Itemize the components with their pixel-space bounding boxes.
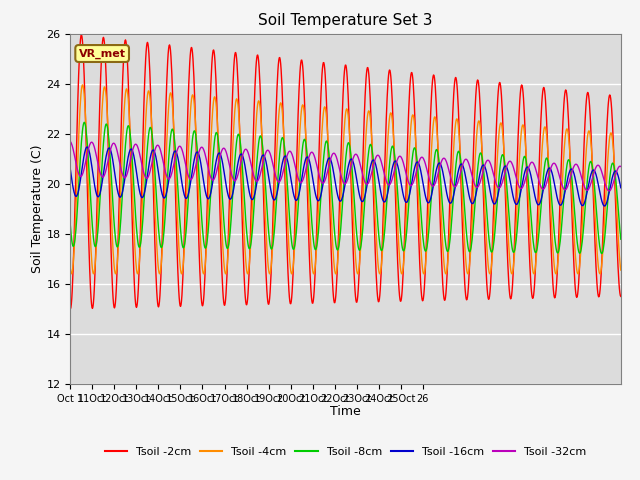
Line: Tsoil -4cm: Tsoil -4cm: [70, 85, 621, 274]
Legend: Tsoil -2cm, Tsoil -4cm, Tsoil -8cm, Tsoil -16cm, Tsoil -32cm: Tsoil -2cm, Tsoil -4cm, Tsoil -8cm, Tsoi…: [100, 442, 591, 461]
Tsoil -16cm: [252, 183, 260, 189]
Tsoil -8cm: [67, 223, 74, 229]
Tsoil -2cm: [252, 60, 260, 65]
Tsoil -16cm: [368, 160, 376, 166]
Tsoil -2cm: [617, 293, 625, 299]
Tsoil -8cm: [356, 247, 364, 252]
Tsoil -2cm: [306, 259, 314, 264]
Tsoil -4cm: [79, 82, 86, 88]
Tsoil -4cm: [368, 140, 376, 146]
Line: Tsoil -16cm: Tsoil -16cm: [70, 147, 621, 206]
Tsoil -2cm: [160, 187, 168, 192]
Tsoil -16cm: [356, 194, 364, 200]
Tsoil -4cm: [160, 219, 168, 225]
Tsoil -32cm: [617, 164, 625, 169]
Tsoil -8cm: [160, 233, 168, 239]
Tsoil -16cm: [160, 195, 168, 201]
Tsoil -16cm: [306, 159, 314, 165]
Line: Tsoil -32cm: Tsoil -32cm: [70, 142, 621, 191]
Tsoil -2cm: [140, 103, 148, 109]
Tsoil -4cm: [67, 266, 74, 272]
Tsoil -4cm: [354, 271, 362, 277]
Line: Tsoil -8cm: Tsoil -8cm: [70, 122, 621, 253]
Tsoil -4cm: [617, 267, 625, 273]
Tsoil -8cm: [252, 168, 260, 173]
Title: Soil Temperature Set 3: Soil Temperature Set 3: [259, 13, 433, 28]
Tsoil -2cm: [356, 247, 364, 252]
Tsoil -8cm: [81, 120, 88, 125]
Tsoil -32cm: [159, 159, 167, 165]
Tsoil -16cm: [67, 167, 74, 173]
Tsoil -4cm: [306, 218, 314, 224]
Tsoil -8cm: [368, 144, 376, 150]
Y-axis label: Soil Temperature (C): Soil Temperature (C): [31, 144, 44, 273]
Line: Tsoil -2cm: Tsoil -2cm: [70, 35, 621, 309]
X-axis label: Time: Time: [330, 405, 361, 418]
Tsoil -32cm: [356, 159, 364, 165]
Tsoil -4cm: [252, 117, 260, 122]
Tsoil -4cm: [140, 160, 148, 166]
Tsoil -2cm: [67, 306, 74, 312]
Tsoil -32cm: [67, 139, 74, 144]
Tsoil -2cm: [77, 32, 85, 38]
Text: VR_met: VR_met: [79, 48, 125, 59]
Tsoil -4cm: [356, 247, 364, 252]
Tsoil -8cm: [306, 185, 314, 191]
Tsoil -32cm: [605, 188, 612, 194]
Tsoil -2cm: [368, 131, 376, 137]
Tsoil -8cm: [140, 201, 148, 207]
Tsoil -16cm: [83, 144, 91, 150]
Tsoil -32cm: [367, 172, 375, 178]
Tsoil -8cm: [598, 251, 605, 256]
Tsoil -8cm: [617, 236, 625, 242]
Tsoil -32cm: [140, 168, 147, 174]
Tsoil -16cm: [617, 185, 625, 191]
Tsoil -16cm: [601, 203, 609, 209]
Tsoil -16cm: [140, 192, 148, 198]
Tsoil -32cm: [252, 178, 260, 184]
Tsoil -32cm: [305, 154, 313, 159]
